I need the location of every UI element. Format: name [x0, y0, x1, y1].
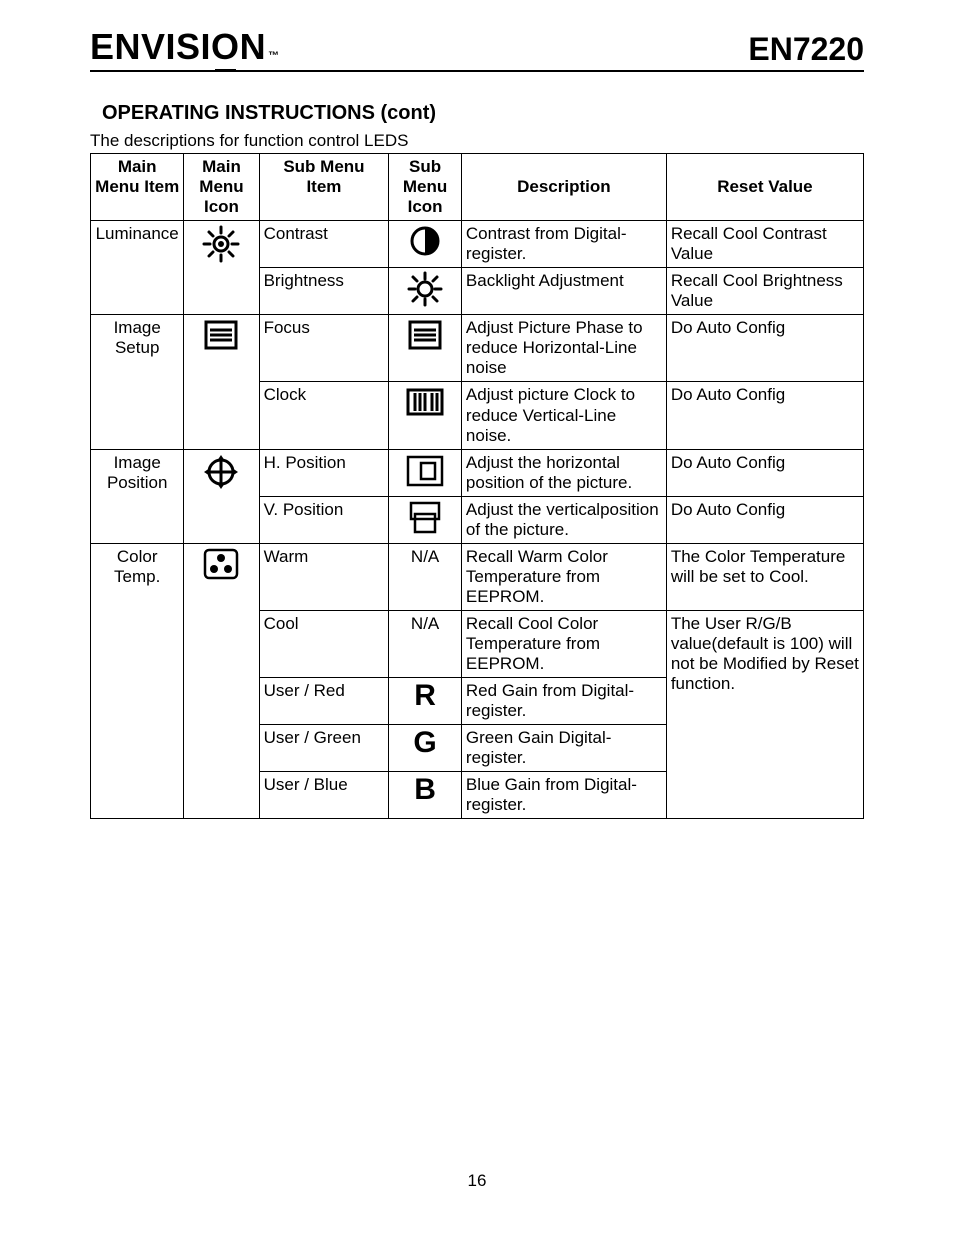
header-bar: ENVISION™ EN7220: [90, 26, 864, 72]
focus-icon: [406, 318, 444, 352]
page-number: 16: [0, 1171, 954, 1191]
cell-sub-item: User / Blue: [259, 772, 389, 819]
cell-main-item: Image Setup: [91, 315, 184, 449]
table-row: Image Setup Focus: [91, 315, 864, 382]
cell-reset: Do Auto Config: [666, 449, 863, 496]
image-position-icon: [202, 453, 240, 491]
table-header-row: Main Menu Item Main Menu Icon Sub Menu I…: [91, 154, 864, 221]
table-row: Image Position H. Position: [91, 449, 864, 496]
th-main-item: Main Menu Item: [91, 154, 184, 221]
cell-sub-icon: [389, 449, 462, 496]
cell-main-item: Color Temp.: [91, 543, 184, 819]
cell-sub-item: Focus: [259, 315, 389, 382]
section-title: OPERATING INSTRUCTIONS (cont): [102, 102, 864, 125]
intro-text: The descriptions for function control LE…: [90, 131, 864, 151]
cell-sub-item: Clock: [259, 382, 389, 449]
table-row: Luminance Contrast: [91, 221, 864, 268]
cell-description: Green Gain Digital-register.: [461, 725, 666, 772]
cell-sub-item: V. Position: [259, 496, 389, 543]
cell-sub-icon: [389, 496, 462, 543]
clock-icon: [405, 385, 445, 419]
cell-sub-icon: N/A: [389, 610, 462, 677]
cell-main-icon: [184, 543, 259, 819]
cell-description: Adjust Picture Phase to reduce Horizonta…: [461, 315, 666, 382]
cell-reset: Recall Cool Brightness Value: [666, 268, 863, 315]
th-sub-item: Sub Menu Item: [259, 154, 389, 221]
cell-sub-item: User / Red: [259, 678, 389, 725]
cell-description: Red Gain from Digital-register.: [461, 678, 666, 725]
v-position-icon: [405, 500, 445, 538]
page: ENVISION™ EN7220 OPERATING INSTRUCTIONS …: [0, 0, 954, 1235]
cell-description: Adjust the horizontal position of the pi…: [461, 449, 666, 496]
luminance-icon: [201, 224, 241, 264]
h-position-icon: [405, 453, 445, 489]
cell-sub-icon: N/A: [389, 543, 462, 610]
cell-reset: The Color Temperature will be set to Coo…: [666, 543, 863, 610]
cell-main-icon: [184, 221, 259, 315]
cell-sub-item: User / Green: [259, 725, 389, 772]
cell-sub-item: Contrast: [259, 221, 389, 268]
brand-text-right: N: [240, 26, 267, 68]
contrast-icon: [408, 224, 442, 258]
cell-reset: Recall Cool Contrast Value: [666, 221, 863, 268]
cell-main-icon: [184, 449, 259, 543]
brightness-icon: [407, 271, 443, 307]
image-setup-icon: [202, 318, 240, 352]
th-description: Description: [461, 154, 666, 221]
cell-description: Recall Warm Color Temperature from EEPRO…: [461, 543, 666, 610]
cell-sub-icon: [389, 221, 462, 268]
cell-sub-item: Warm: [259, 543, 389, 610]
cell-sub-icon: [389, 268, 462, 315]
color-temp-icon: [202, 547, 240, 581]
cell-sub-icon: B: [389, 772, 462, 819]
letter-r-icon: R: [414, 679, 436, 712]
table-row: Color Temp. Warm N/A Recall Warm Color T…: [91, 543, 864, 610]
cell-main-item: Image Position: [91, 449, 184, 543]
cell-description: Backlight Adjustment: [461, 268, 666, 315]
cell-reset: Do Auto Config: [666, 315, 863, 382]
cell-sub-item: H. Position: [259, 449, 389, 496]
cell-description: Contrast from Digital-register.: [461, 221, 666, 268]
cell-description: Adjust the verticalposition of the pictu…: [461, 496, 666, 543]
cell-sub-icon: [389, 382, 462, 449]
cell-reset: Do Auto Config: [666, 382, 863, 449]
brand-text-o: O: [211, 26, 240, 68]
th-reset: Reset Value: [666, 154, 863, 221]
led-table: Main Menu Item Main Menu Icon Sub Menu I…: [90, 153, 864, 819]
cell-main-item: Luminance: [91, 221, 184, 315]
cell-description: Adjust picture Clock to reduce Vertical-…: [461, 382, 666, 449]
brand-text-left: ENVISI: [90, 26, 211, 68]
brand-logo: ENVISION™: [90, 26, 280, 68]
cell-sub-icon: G: [389, 725, 462, 772]
cell-description: Blue Gain from Digital-register.: [461, 772, 666, 819]
cell-main-icon: [184, 315, 259, 449]
th-main-icon: Main Menu Icon: [184, 154, 259, 221]
cell-sub-icon: R: [389, 678, 462, 725]
cell-reset: The User R/G/B value(default is 100) wil…: [666, 610, 863, 818]
cell-sub-icon: [389, 315, 462, 382]
letter-g-icon: G: [413, 726, 436, 759]
letter-b-icon: B: [414, 773, 436, 806]
cell-description: Recall Cool Color Temperature from EEPRO…: [461, 610, 666, 677]
th-sub-icon: Sub Menu Icon: [389, 154, 462, 221]
cell-sub-item: Brightness: [259, 268, 389, 315]
cell-reset: Do Auto Config: [666, 496, 863, 543]
trademark-symbol: ™: [268, 50, 280, 62]
cell-sub-item: Cool: [259, 610, 389, 677]
model-number: EN7220: [748, 31, 864, 68]
